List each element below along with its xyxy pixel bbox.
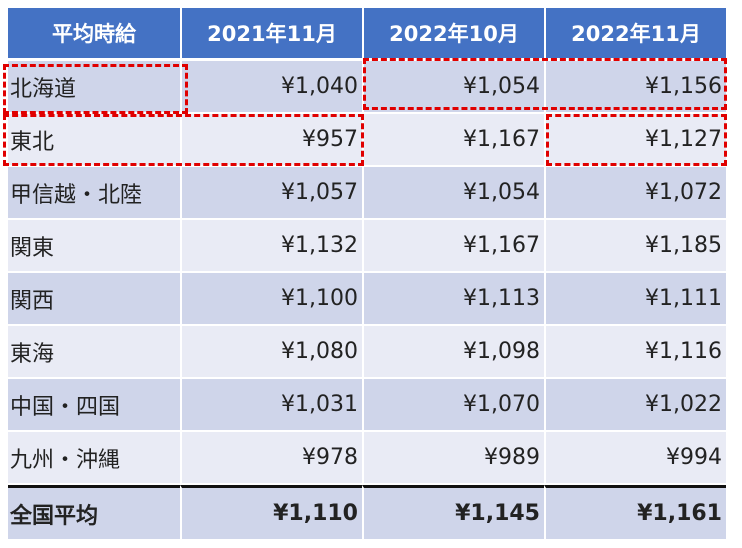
table-row: 中国・四国 ¥1,031 ¥1,070 ¥1,022 bbox=[8, 379, 726, 432]
value-cell: ¥957 bbox=[180, 114, 362, 167]
region-cell: 関西 bbox=[8, 273, 180, 326]
header-row: 平均時給 2021年11月 2022年10月 2022年11月 bbox=[8, 8, 726, 61]
value-cell: ¥1,031 bbox=[180, 379, 362, 432]
value-cell: ¥1,100 bbox=[180, 273, 362, 326]
value-cell: ¥1,116 bbox=[544, 326, 726, 379]
value-cell: ¥994 bbox=[544, 432, 726, 485]
value-cell: ¥1,111 bbox=[544, 273, 726, 326]
header-cell-2022-11: 2022年11月 bbox=[544, 8, 726, 61]
table-row: 東北 ¥957 ¥1,167 ¥1,127 bbox=[8, 114, 726, 167]
value-cell: ¥1,132 bbox=[180, 220, 362, 273]
table-row: 九州・沖縄 ¥978 ¥989 ¥994 bbox=[8, 432, 726, 485]
value-cell: ¥978 bbox=[180, 432, 362, 485]
region-cell: 九州・沖縄 bbox=[8, 432, 180, 485]
total-value-cell: ¥1,161 bbox=[544, 485, 726, 539]
table-row: 北海道 ¥1,040 ¥1,054 ¥1,156 bbox=[8, 61, 726, 114]
value-cell: ¥1,167 bbox=[362, 220, 544, 273]
region-cell: 関東 bbox=[8, 220, 180, 273]
value-cell: ¥1,054 bbox=[362, 61, 544, 114]
value-cell: ¥1,070 bbox=[362, 379, 544, 432]
value-cell: ¥1,113 bbox=[362, 273, 544, 326]
value-cell: ¥1,072 bbox=[544, 167, 726, 220]
value-cell: ¥1,167 bbox=[362, 114, 544, 167]
value-cell: ¥1,057 bbox=[180, 167, 362, 220]
total-value-cell: ¥1,145 bbox=[362, 485, 544, 539]
total-row: 全国平均 ¥1,110 ¥1,145 ¥1,161 bbox=[8, 485, 726, 539]
header-cell-2022-10: 2022年10月 bbox=[362, 8, 544, 61]
region-cell: 中国・四国 bbox=[8, 379, 180, 432]
hourly-wage-table: 平均時給 2021年11月 2022年10月 2022年11月 北海道 ¥1,0… bbox=[8, 8, 726, 539]
value-cell: ¥1,185 bbox=[544, 220, 726, 273]
value-cell: ¥1,054 bbox=[362, 167, 544, 220]
region-cell: 東北 bbox=[8, 114, 180, 167]
value-cell: ¥1,156 bbox=[544, 61, 726, 114]
table-row: 甲信越・北陸 ¥1,057 ¥1,054 ¥1,072 bbox=[8, 167, 726, 220]
total-label-cell: 全国平均 bbox=[8, 485, 180, 539]
value-cell: ¥989 bbox=[362, 432, 544, 485]
value-cell: ¥1,080 bbox=[180, 326, 362, 379]
region-cell: 東海 bbox=[8, 326, 180, 379]
header-cell-label: 平均時給 bbox=[8, 8, 180, 61]
value-cell: ¥1,040 bbox=[180, 61, 362, 114]
region-cell: 北海道 bbox=[8, 61, 180, 114]
table-row: 関西 ¥1,100 ¥1,113 ¥1,111 bbox=[8, 273, 726, 326]
value-cell: ¥1,127 bbox=[544, 114, 726, 167]
region-cell: 甲信越・北陸 bbox=[8, 167, 180, 220]
value-cell: ¥1,022 bbox=[544, 379, 726, 432]
header-cell-2021-11: 2021年11月 bbox=[180, 8, 362, 61]
table-row: 東海 ¥1,080 ¥1,098 ¥1,116 bbox=[8, 326, 726, 379]
total-value-cell: ¥1,110 bbox=[180, 485, 362, 539]
table-row: 関東 ¥1,132 ¥1,167 ¥1,185 bbox=[8, 220, 726, 273]
value-cell: ¥1,098 bbox=[362, 326, 544, 379]
